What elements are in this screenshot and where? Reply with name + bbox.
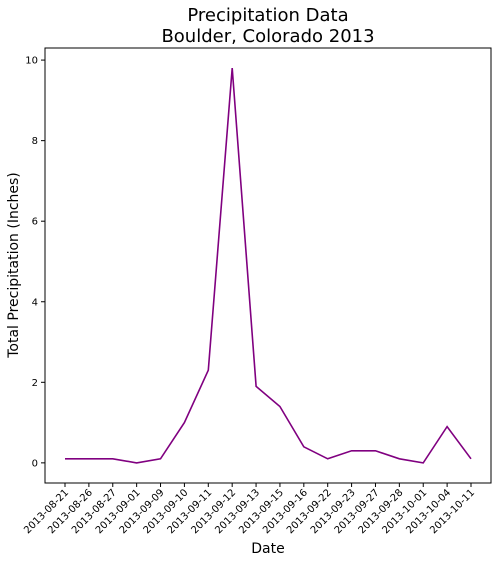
x-axis-label: Date	[251, 541, 284, 557]
y-tick-label: 6	[32, 217, 38, 228]
plot-area	[44, 47, 492, 484]
y-tick-label: 0	[32, 458, 38, 469]
precipitation-line	[65, 68, 472, 464]
y-tick-label: 2	[32, 378, 38, 389]
y-tick-label: 4	[32, 297, 38, 308]
y-tick-label: 8	[32, 136, 38, 147]
y-axis: 0 2 4 6 8 10	[25, 56, 45, 469]
y-axis-label: Total Precipitation (Inches)	[6, 172, 22, 359]
chart-title-line-1: Precipitation Data	[187, 5, 348, 26]
y-tick-label: 10	[25, 56, 38, 67]
chart-title-line-2: Boulder, Colorado 2013	[161, 26, 374, 47]
x-axis: 2013-08-212013-08-262013-08-272013-09-01…	[22, 483, 477, 536]
